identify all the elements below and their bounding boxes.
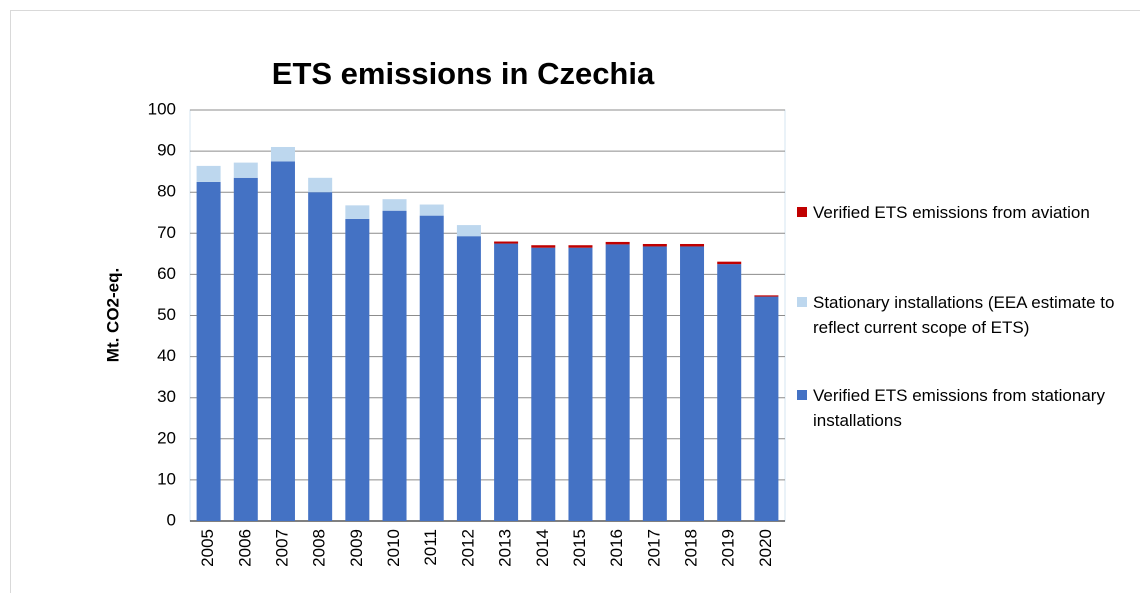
bar-segment <box>270 161 295 521</box>
legend-swatch <box>797 390 807 400</box>
legend-item: Stationary installations (EEA estimate t… <box>797 290 1127 340</box>
x-tick-label: 2017 <box>644 529 663 567</box>
bar-segment <box>680 246 705 521</box>
x-tick-label: 2015 <box>570 529 589 567</box>
bar-segment <box>717 261 742 265</box>
y-tick-label: 40 <box>157 346 176 365</box>
bar-segment <box>308 192 333 521</box>
legend-item: Verified ETS emissions from aviation <box>797 200 1127 225</box>
chart-frame <box>10 10 1140 593</box>
y-axis-label: Mt. CO2-eq. <box>103 268 122 362</box>
bar-segment <box>717 264 742 521</box>
bar-segment <box>456 236 481 521</box>
x-tick-label: 2018 <box>682 529 701 567</box>
bar-segment <box>419 215 444 521</box>
bar-segment <box>494 243 519 521</box>
x-tick-label: 2011 <box>421 529 440 566</box>
bar-segment <box>531 247 556 521</box>
chart-title: ETS emissions in Czechia <box>272 56 655 91</box>
x-tick-label: 2009 <box>347 529 366 567</box>
x-tick-label: 2014 <box>533 529 552 567</box>
x-tick-label: 2012 <box>458 529 477 567</box>
bar-segment <box>345 205 370 219</box>
y-tick-label: 0 <box>167 510 176 529</box>
bar-segment <box>680 243 705 247</box>
x-tick-label: 2006 <box>235 529 254 567</box>
bar-segment <box>642 246 667 521</box>
bar-segment <box>382 210 407 521</box>
x-tick-label: 2010 <box>384 529 403 567</box>
bar-segment <box>754 295 779 297</box>
y-tick-label: 70 <box>157 223 176 242</box>
bar-segment <box>605 244 630 521</box>
legend-swatch <box>797 297 807 307</box>
x-tick-label: 2019 <box>719 529 738 567</box>
bar-segment <box>233 177 258 521</box>
bar-segment <box>754 296 779 521</box>
x-tick-label: 2020 <box>756 529 775 567</box>
x-tick-label: 2007 <box>272 529 291 567</box>
y-tick-label: 50 <box>157 305 176 324</box>
legend-label: Stationary installations (EEA estimate t… <box>813 293 1115 337</box>
legend-item: Verified ETS emissions from stationary i… <box>797 383 1127 433</box>
legend-label: Verified ETS emissions from aviation <box>813 203 1090 222</box>
bar-segment <box>494 241 519 244</box>
bar-segment <box>568 247 593 521</box>
bar-segment <box>196 181 221 522</box>
y-tick-label: 20 <box>157 428 176 447</box>
y-tick-label: 100 <box>148 99 176 118</box>
y-tick-label: 80 <box>157 182 176 201</box>
bar-segment <box>568 245 593 248</box>
x-tick-label: 2013 <box>496 529 515 567</box>
bar-segment <box>456 225 481 237</box>
bar-segment <box>345 218 370 522</box>
legend-swatch <box>797 207 807 217</box>
bar-segment <box>382 199 407 211</box>
bar-segment <box>233 162 258 178</box>
y-tick-label: 90 <box>157 141 176 160</box>
y-tick-label: 60 <box>157 264 176 283</box>
x-tick-label: 2005 <box>198 529 217 567</box>
legend-label: Verified ETS emissions from stationary i… <box>813 386 1105 430</box>
bar-segment <box>419 204 444 216</box>
bar-segment <box>531 245 556 248</box>
bar-segment <box>605 241 630 245</box>
y-tick-label: 10 <box>157 469 176 488</box>
bar-segment <box>642 243 667 247</box>
x-tick-label: 2008 <box>310 529 329 567</box>
bar-segment <box>308 177 333 193</box>
y-tick-label: 30 <box>157 387 176 406</box>
bar-segment <box>196 165 221 182</box>
bar-segment <box>270 146 295 162</box>
x-tick-label: 2016 <box>607 529 626 567</box>
